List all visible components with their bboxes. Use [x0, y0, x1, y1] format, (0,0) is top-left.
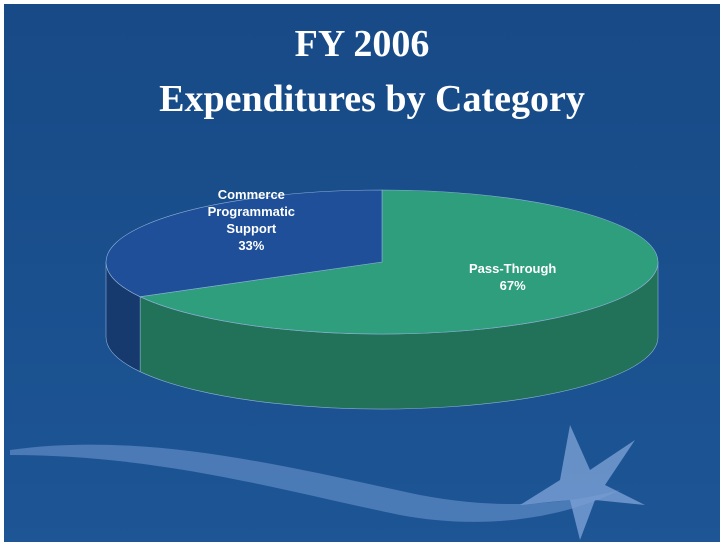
value-label: 67%	[499, 278, 526, 294]
label-box: Commerce Programmatic Support 33%	[181, 172, 321, 254]
swoosh	[10, 444, 620, 522]
category-label: Commerce Programmatic Support	[207, 186, 296, 236]
slice	[139, 189, 659, 335]
slice	[105, 189, 383, 297]
label-box: Pass-Through 67%	[443, 212, 583, 294]
star	[520, 425, 645, 540]
chart-subtitle: Expenditures by Category	[159, 78, 585, 120]
value-label: 33%	[238, 237, 265, 253]
chart-title: FY 2006	[295, 23, 430, 65]
category-label: Pass-Through	[468, 261, 557, 277]
